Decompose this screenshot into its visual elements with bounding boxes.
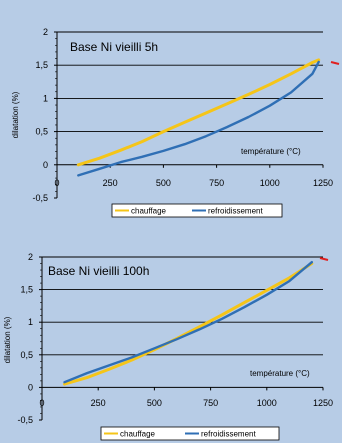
chart2-y-tick-label-5: 2	[28, 252, 33, 262]
chart2-title: Base Ni vieilli 100h	[48, 264, 149, 278]
chart1-red-marker	[330, 61, 340, 65]
chart2-y-tick-label-4: 1,5	[20, 285, 33, 295]
chart1-x-tick-label-3: 750	[209, 178, 224, 188]
chart2-x-axis-label: température (°C)	[250, 369, 310, 378]
chart2-y-tick-label-1: 0	[28, 382, 33, 392]
chart1-series-chauffage	[76, 58, 321, 167]
chart2-legend-label-chauffage: chauffage	[120, 430, 156, 439]
chart1-y-tick-label-1: 0	[43, 160, 48, 170]
chart1-legend-label-refroidissement: refroidissement	[208, 207, 263, 216]
chart1-series-refroidissement	[77, 60, 320, 177]
chart2-y-axis-label: dilatation (%)	[3, 316, 12, 363]
chart2-x-tick-label-0: 0	[39, 398, 44, 408]
chart1-x-tick-label-5: 1250	[313, 178, 333, 188]
chart1-x-axis-label: température (°C)	[241, 147, 301, 156]
chart2-y-tick-label-0: -0,5	[17, 415, 33, 425]
chart1-y-tick-label-0: -0,5	[32, 193, 48, 203]
chart1-y-axis-label: dilatation (%)	[11, 91, 20, 138]
chart2-legend-label-refroidissement: refroidissement	[201, 430, 256, 439]
chart1-x-tick-label-2: 500	[156, 178, 171, 188]
chart2-series-chauffage	[63, 262, 314, 386]
chart2-y-tick-label-3: 1	[28, 317, 33, 327]
chart1-x-tick-label-0: 0	[54, 178, 59, 188]
chart2-y-tick-label-2: 0,5	[20, 350, 33, 360]
chart1-legend-label-chauffage: chauffage	[131, 207, 167, 216]
chart1-y-tick-label-4: 1,5	[35, 60, 48, 70]
chart2-x-tick-label-1: 250	[91, 398, 106, 408]
chart2-x-tick-label-3: 750	[203, 398, 218, 408]
chart2-x-tick-label-2: 500	[147, 398, 162, 408]
chart1-title: Base Ni vieilli 5h	[70, 40, 158, 54]
chart2-x-tick-label-4: 1000	[257, 398, 277, 408]
chart2-x-tick-label-5: 1250	[313, 398, 333, 408]
chart1-x-tick-label-4: 1000	[260, 178, 280, 188]
chart1-y-tick-label-5: 2	[43, 27, 48, 37]
chart2-series-refroidissement	[63, 261, 313, 384]
chart1-y-tick-label-2: 0,5	[35, 127, 48, 137]
chart1-y-tick-label-3: 1	[43, 93, 48, 103]
chart1-x-tick-label-1: 250	[103, 178, 118, 188]
chart2-red-marker	[319, 257, 329, 261]
